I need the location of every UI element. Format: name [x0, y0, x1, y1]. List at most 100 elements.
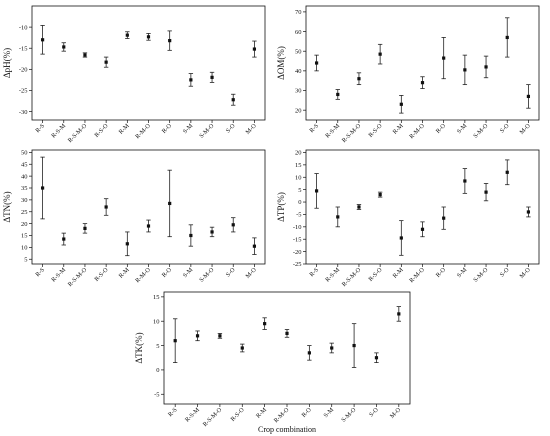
- y-tick-label: -25: [19, 88, 28, 95]
- data-point: [442, 56, 446, 60]
- y-tick-label: -30: [19, 109, 28, 116]
- data-point: [168, 201, 172, 206]
- data-point: [357, 77, 361, 81]
- data-point: [526, 94, 531, 99]
- x-tick-label: M-O: [518, 266, 532, 280]
- x-tick-label: R-S: [34, 266, 46, 278]
- data-point: [336, 215, 340, 219]
- x-tick-label: R-S: [308, 266, 320, 278]
- data-point: [168, 39, 172, 43]
- x-tick-label: R-S-O: [93, 266, 110, 283]
- y-tick-label: 10: [21, 245, 28, 252]
- x-tick-label: R-S-M: [324, 266, 341, 283]
- y-tick-label: 0: [298, 199, 301, 206]
- data-point: [420, 81, 425, 85]
- x-tick-label: R-M: [392, 122, 406, 136]
- data-point: [336, 92, 340, 97]
- x-tick-label: S-M-O: [472, 266, 490, 284]
- data-point: [307, 351, 311, 355]
- y-tick-label: 0: [156, 367, 159, 374]
- x-tick-label: R-S: [167, 406, 179, 418]
- chart-panel-2: 20 30 40 50 60 70 R-S R-S-M R-S-M-O R-S-O R-M R-M-O…: [276, 5, 540, 144]
- plot-frame: [31, 5, 266, 121]
- x-tick-label: R-S-M: [50, 266, 67, 283]
- y-tick-label: -10: [293, 224, 302, 231]
- data-point: [125, 242, 129, 246]
- y-axis-title: ΔTN(%): [2, 191, 12, 222]
- y-tick-label: 70: [295, 9, 302, 16]
- data-point: [195, 334, 200, 338]
- data-point: [189, 78, 193, 82]
- x-tick-label: S-M-O: [198, 122, 216, 140]
- data-point: [397, 312, 401, 316]
- x-tick-label: R-S-M: [50, 122, 67, 139]
- data-point: [173, 339, 177, 343]
- x-tick-label: S-O: [368, 406, 380, 418]
- data-point: [252, 244, 257, 248]
- plot-frame: [31, 149, 266, 265]
- data-point: [83, 226, 87, 230]
- x-tick-label: R-O: [435, 122, 448, 135]
- x-tick-label: R-S-O: [367, 266, 384, 283]
- data-point: [210, 75, 214, 79]
- data-point: [484, 65, 488, 69]
- data-point: [83, 53, 87, 57]
- x-tick-label: R-O: [435, 266, 448, 279]
- x-tick-label: R-S-O: [93, 122, 110, 139]
- x-tick-label: R-S-M-O: [341, 266, 363, 288]
- y-tick-label: 20: [295, 107, 302, 114]
- data-point: [526, 210, 531, 214]
- data-point: [285, 331, 289, 335]
- data-point: [263, 322, 267, 326]
- y-tick-label: 30: [21, 197, 28, 204]
- y-tick-label: -5: [154, 391, 159, 398]
- y-tick-label: 25: [21, 209, 28, 216]
- x-axis-title: Crop combination: [258, 425, 316, 434]
- y-tick-label: 10: [153, 318, 160, 325]
- data-point: [218, 334, 222, 338]
- data-point: [314, 61, 319, 65]
- x-tick-label: R-O: [161, 122, 174, 135]
- data-point: [442, 216, 446, 220]
- data-point: [240, 346, 244, 350]
- data-point: [314, 189, 319, 193]
- y-tick-label: -20: [293, 249, 302, 256]
- x-tick-label: R-S-M-O: [202, 406, 224, 428]
- data-point: [378, 52, 382, 56]
- y-tick-label: -25: [293, 261, 302, 268]
- x-tick-label: M-O: [518, 122, 532, 136]
- x-tick-label: R-O: [161, 266, 174, 279]
- y-tick-label: 35: [21, 185, 28, 192]
- data-point: [40, 38, 45, 42]
- y-tick-label: 20: [295, 150, 302, 157]
- y-tick-label: 5: [298, 187, 301, 194]
- y-tick-label: 10: [295, 174, 302, 181]
- x-tick-label: R-M: [118, 266, 132, 280]
- x-tick-label: R-S: [308, 122, 320, 134]
- x-tick-label: R-M-O: [134, 266, 152, 284]
- y-tick-label: -15: [293, 236, 302, 243]
- x-tick-label: S-O: [499, 266, 511, 278]
- data-point: [189, 233, 193, 238]
- x-tick-label: S-M: [182, 122, 195, 135]
- data-point: [146, 35, 151, 39]
- y-tick-label: 45: [21, 161, 28, 168]
- data-point: [352, 343, 356, 348]
- x-tick-label: S-M-O: [198, 266, 216, 284]
- x-tick-label: R-S-O: [229, 406, 246, 423]
- x-tick-label: R-S-O: [367, 122, 384, 139]
- x-tick-label: M-O: [244, 266, 258, 280]
- x-tick-label: R-M-O: [408, 122, 426, 140]
- data-point: [40, 186, 45, 190]
- data-point: [357, 205, 361, 209]
- x-tick-label: S-O: [225, 122, 237, 134]
- y-tick-label: 15: [21, 233, 28, 240]
- y-tick-label: 5: [24, 256, 27, 263]
- y-tick-label: 40: [295, 68, 302, 75]
- x-tick-label: R-S-M-O: [67, 266, 89, 288]
- x-tick-label: R-M-O: [273, 406, 291, 424]
- data-point: [378, 193, 382, 197]
- x-tick-label: R-M-O: [408, 266, 426, 284]
- y-tick-label: 60: [295, 29, 302, 36]
